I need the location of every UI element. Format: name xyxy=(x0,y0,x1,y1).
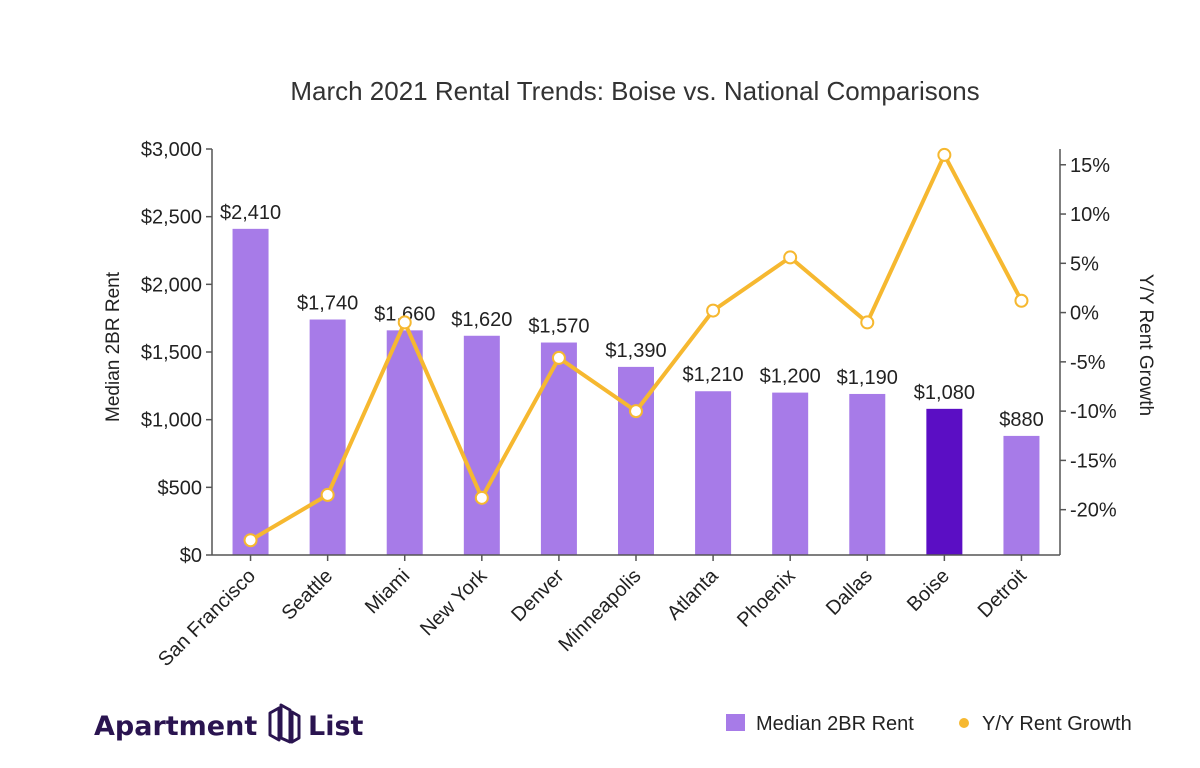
bar-boise[interactable] xyxy=(926,408,963,555)
x-tick-label: Denver xyxy=(507,565,568,626)
x-tick-label: San Francisco xyxy=(154,565,260,671)
growth-point-seattle[interactable] xyxy=(320,487,335,502)
chart-title: March 2021 Rental Trends: Boise vs. Nati… xyxy=(290,76,979,106)
legend-line-swatch xyxy=(959,718,969,728)
bar-value-label: $1,210 xyxy=(683,364,744,386)
right-y-axis: -20% -15% -10% -5% 0% 5% 10% 15% xyxy=(1059,149,1117,555)
left-tick-label: $500 xyxy=(158,477,203,499)
bars-layer: $2,410 $1,740 $1,660 $1,620 $1,570 $1,390 $1,2… xyxy=(220,202,1044,555)
growth-point-miami[interactable] xyxy=(397,315,412,330)
growth-point-dallas[interactable] xyxy=(860,315,875,330)
growth-point-phoenix[interactable] xyxy=(783,250,798,265)
x-tick-label: New York xyxy=(416,564,492,640)
bar-value-label: $880 xyxy=(999,409,1044,431)
x-tick-label: Minneapolis xyxy=(555,565,646,656)
right-tick-label: 10% xyxy=(1070,204,1110,226)
x-tick-label: Dallas xyxy=(822,565,877,620)
left-tick-label: $2,000 xyxy=(141,274,202,296)
growth-point-detroit[interactable] xyxy=(1014,293,1029,308)
growth-point-boise[interactable] xyxy=(937,147,952,162)
x-tick-label: Atlanta xyxy=(663,564,723,624)
bar-phoenix[interactable] xyxy=(772,392,809,555)
bar-dallas[interactable] xyxy=(849,393,886,555)
brand-name-right: List xyxy=(308,711,364,742)
left-tick-label: $3,000 xyxy=(141,139,202,161)
left-tick-label: $2,500 xyxy=(141,207,202,229)
legend-item-growth[interactable]: Y/Y Rent Growth xyxy=(959,713,1132,735)
growth-line-layer xyxy=(243,147,1029,548)
legend-rent-label: Median 2BR Rent xyxy=(756,713,914,735)
growth-point-san-francisco[interactable] xyxy=(243,533,258,548)
bar-detroit[interactable] xyxy=(1003,435,1040,555)
bar-miami[interactable] xyxy=(386,330,423,555)
bar-atlanta[interactable] xyxy=(695,391,732,555)
right-axis-label: Y/Y Rent Growth xyxy=(1135,274,1156,416)
bar-value-label: $1,660 xyxy=(374,303,435,325)
brand-name-left: Apartment xyxy=(94,711,257,742)
growth-point-denver[interactable] xyxy=(551,350,566,365)
right-tick-label: -10% xyxy=(1070,401,1117,423)
apartment-list-logo: Apartment List xyxy=(94,703,364,744)
bar-new-york[interactable] xyxy=(463,335,500,555)
bar-value-label: $1,200 xyxy=(760,366,821,388)
x-tick-label: Miami xyxy=(361,565,414,618)
x-tick-label: Phoenix xyxy=(733,565,800,632)
growth-point-atlanta[interactable] xyxy=(706,303,721,318)
left-tick-label: $0 xyxy=(180,545,202,567)
legend-growth-label: Y/Y Rent Growth xyxy=(982,713,1132,735)
bar-value-label: $2,410 xyxy=(220,202,281,224)
right-tick-label: -5% xyxy=(1070,352,1106,374)
bar-seattle[interactable] xyxy=(309,319,346,555)
right-tick-label: 5% xyxy=(1070,253,1099,275)
bar-value-label: $1,190 xyxy=(837,367,898,389)
legend-bar-swatch xyxy=(726,714,745,731)
right-tick-label: -20% xyxy=(1070,500,1117,522)
bar-value-label: $1,740 xyxy=(297,293,358,315)
left-tick-label: $1,500 xyxy=(141,342,202,364)
bar-value-label: $1,390 xyxy=(605,340,666,362)
x-tick-label: Detroit xyxy=(974,565,1032,623)
growth-point-new-york[interactable] xyxy=(474,490,489,505)
x-axis: San Francisco Seattle Miami New York DenverM… xyxy=(154,554,1060,671)
bar-value-label: $1,620 xyxy=(451,309,512,331)
growth-point-minneapolis[interactable] xyxy=(629,404,643,419)
legend-item-rent[interactable]: Median 2BR Rent xyxy=(726,713,914,735)
left-tick-label: $1,000 xyxy=(141,410,202,432)
left-axis-label: Median 2BR Rent xyxy=(103,271,124,422)
x-tick-label: Seattle xyxy=(278,565,338,625)
right-tick-label: 15% xyxy=(1070,155,1110,177)
legend: Median 2BR Rent Y/Y Rent Growth xyxy=(726,713,1132,735)
x-tick-label: Boise xyxy=(903,565,954,616)
building-icon xyxy=(268,703,301,744)
left-y-axis: $0 $500 $1,000 $1,500 $2,000 $2,500 $3,000 xyxy=(141,139,213,567)
bar-san-francisco[interactable] xyxy=(232,228,269,555)
right-tick-label: 0% xyxy=(1070,303,1099,325)
bar-value-label: $1,570 xyxy=(528,316,589,338)
bar-value-label: $1,080 xyxy=(914,382,975,404)
right-tick-label: -15% xyxy=(1070,450,1117,472)
bar-denver[interactable] xyxy=(540,342,577,555)
